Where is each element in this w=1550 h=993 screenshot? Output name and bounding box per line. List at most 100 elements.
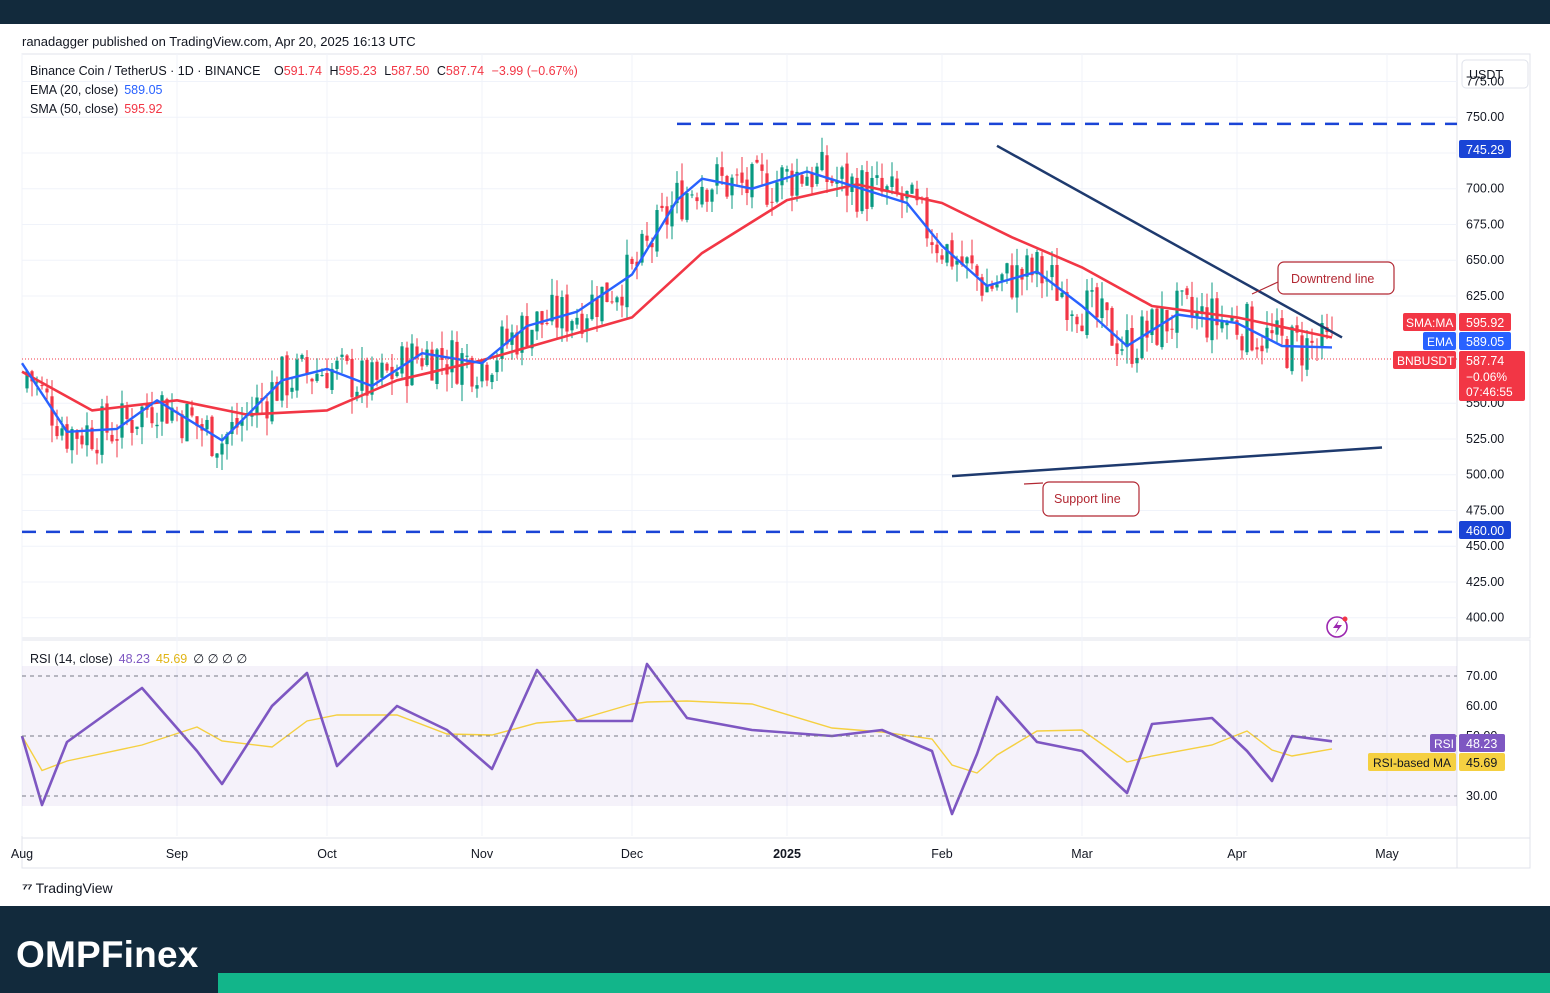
candle-body (395, 372, 399, 377)
candle-body (195, 416, 199, 427)
candle-body (155, 424, 159, 427)
candle-body (285, 355, 289, 396)
candle-body (455, 341, 459, 384)
candle-body (1035, 252, 1039, 275)
candle-body (715, 164, 719, 186)
candle-body (685, 193, 689, 220)
candle-body (1025, 255, 1029, 277)
time-tick-label: Oct (317, 847, 337, 861)
price-scale[interactable]: 775.00750.00725.00700.00675.00650.00625.… (1466, 74, 1504, 624)
legend-ohlc: O591.74 H595.23 L587.50 C587.74 −3.99 (−… (274, 64, 578, 78)
candle-body (1235, 320, 1239, 335)
candle-body (75, 430, 79, 439)
candle-body (90, 427, 94, 450)
candle-body (765, 173, 769, 205)
support-callout-pointer (1023, 482, 1044, 485)
candle-body (1040, 256, 1044, 284)
candle-body (70, 429, 74, 451)
candle-body (1090, 290, 1094, 292)
candle-body (1275, 320, 1279, 335)
candle-body (125, 407, 129, 419)
candle-body (410, 343, 414, 386)
candle-body (780, 167, 784, 186)
candle-body (540, 311, 544, 325)
candle-body (60, 428, 64, 436)
candle-body (500, 326, 504, 359)
candle-body (65, 424, 69, 449)
candle-body (745, 179, 749, 194)
candle-body (1305, 338, 1309, 370)
candle-body (800, 175, 804, 184)
currency-button[interactable] (1461, 59, 1529, 89)
candle-body (110, 434, 114, 442)
candle-body (970, 255, 974, 264)
ema-value-tag-value: 589.05 (1466, 335, 1504, 349)
rsi-ma-tag (1368, 753, 1456, 771)
candle-body (135, 426, 139, 429)
candle-body (730, 177, 734, 196)
candle-body (1255, 347, 1259, 350)
candle-body (240, 420, 244, 426)
candle-body (205, 419, 209, 430)
candle-body (885, 186, 889, 192)
candle-body (565, 294, 569, 332)
rsi-tick-label: 60.00 (1466, 699, 1497, 713)
candle-body (570, 321, 574, 331)
candle-body (790, 170, 794, 196)
candle-body (185, 403, 189, 442)
candle-body (1000, 274, 1004, 281)
candle-body (610, 301, 614, 303)
candle-body (1250, 306, 1254, 351)
legend-rsi: RSI (14, close) 48.23 45.69 ∅ ∅ ∅ ∅ (30, 652, 247, 666)
candle-body (1130, 328, 1134, 364)
candle-body (755, 159, 759, 163)
candle-body (365, 359, 369, 396)
moving-averages (20, 170, 1333, 442)
time-tick-label: Nov (471, 847, 494, 861)
candle-body (45, 388, 49, 393)
flash-icon[interactable] (1326, 616, 1348, 638)
candle-body (735, 174, 739, 176)
candle-body (475, 385, 479, 389)
candle-body (980, 277, 984, 296)
candle-body (105, 403, 109, 433)
rsi-ma-value-tag (1459, 753, 1505, 771)
candle-body (910, 184, 914, 194)
candle-body (1160, 307, 1164, 348)
candle-body (345, 355, 349, 361)
candle-body (1240, 336, 1244, 351)
chart-canvas[interactable]: Binance Coin / TetherUS · 1D · BINANCE O… (0, 0, 1550, 880)
candle-body (320, 375, 324, 377)
rsi-tick-label: 70.00 (1466, 669, 1497, 683)
candle-body (640, 233, 644, 263)
ema-value-tag (1459, 332, 1511, 350)
candle-body (615, 297, 619, 303)
time-axis[interactable]: Aug Sep Oct Nov Dec 2025 Feb Mar Apr May (11, 847, 1400, 861)
rsi-lines (20, 662, 1333, 816)
time-tick-label: Aug (11, 847, 33, 861)
brand-accent-bar (218, 973, 1550, 993)
downtrend-line (996, 144, 1343, 339)
candle-body (550, 294, 554, 322)
candle-body (120, 403, 124, 438)
tradingview-logo-icon: ⁷⁷ (22, 880, 33, 896)
candle-body (600, 286, 604, 322)
legend-ema: EMA (20, close) 589.05 (30, 83, 163, 97)
symbol-tag-label: BNBUSDT (1397, 354, 1455, 368)
tradingview-logo-text: TradingView (35, 880, 113, 896)
tradingview-logo[interactable]: ⁷⁷ TradingView (22, 880, 113, 896)
candle-body (1230, 317, 1234, 321)
candle-body (80, 435, 84, 445)
legend: Binance Coin / TetherUS · 1D · BINANCE O… (30, 64, 578, 666)
candle-body (85, 425, 89, 446)
candle-body (555, 295, 559, 328)
candle-body (845, 163, 849, 196)
candle-body (595, 298, 599, 318)
candle-body (1110, 308, 1114, 346)
price-tick-label: 700.00 (1466, 182, 1504, 196)
candle-body (480, 361, 484, 382)
rsi-ma-value-tag-value: 45.69 (1466, 756, 1497, 770)
currency-label: USDT (1469, 68, 1503, 82)
candle-body (420, 358, 424, 367)
rsi-value-tag-value: 48.23 (1466, 737, 1497, 751)
